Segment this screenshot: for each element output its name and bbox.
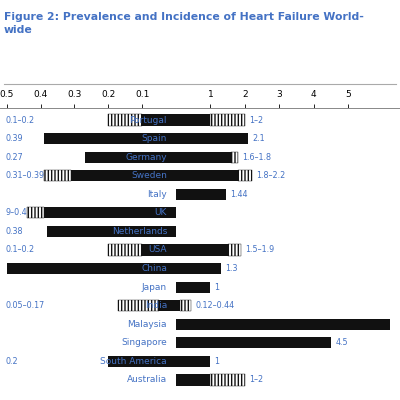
- Bar: [176, 319, 390, 330]
- Bar: [47, 226, 176, 237]
- Bar: [176, 300, 191, 311]
- Bar: [27, 207, 44, 218]
- Bar: [71, 170, 176, 181]
- Bar: [71, 170, 176, 181]
- Bar: [142, 114, 176, 126]
- Text: Australia: Australia: [127, 376, 167, 384]
- Text: USA: USA: [148, 246, 167, 254]
- Bar: [44, 170, 71, 181]
- Bar: [176, 374, 210, 386]
- Bar: [44, 207, 176, 218]
- Bar: [85, 152, 176, 163]
- Bar: [176, 170, 252, 181]
- Bar: [176, 263, 221, 274]
- Text: 1.3: 1.3: [225, 264, 238, 273]
- Bar: [118, 300, 176, 311]
- Text: 2.1: 2.1: [252, 134, 265, 143]
- Text: 1: 1: [214, 357, 220, 366]
- Text: Figure 2: Prevalence and Incidence of Heart Failure World-
wide: Figure 2: Prevalence and Incidence of He…: [4, 12, 364, 35]
- Text: 1.44: 1.44: [230, 190, 247, 199]
- Bar: [159, 300, 176, 311]
- Bar: [180, 300, 191, 311]
- Text: 0.05–0.17: 0.05–0.17: [5, 301, 44, 310]
- Bar: [176, 244, 228, 256]
- Text: Singapore: Singapore: [121, 338, 167, 347]
- Text: 0.31–0.39: 0.31–0.39: [5, 171, 44, 180]
- Text: 0.1–0.2: 0.1–0.2: [5, 246, 34, 254]
- Bar: [176, 170, 238, 181]
- Text: China: China: [141, 264, 167, 273]
- Bar: [108, 244, 176, 256]
- Bar: [176, 244, 228, 256]
- Bar: [176, 374, 210, 386]
- Text: 1.8–2.2: 1.8–2.2: [256, 171, 285, 180]
- Text: 0.12–0.44: 0.12–0.44: [195, 301, 234, 310]
- Bar: [176, 152, 238, 163]
- Bar: [176, 337, 331, 348]
- Bar: [176, 152, 231, 163]
- Text: Netherlands: Netherlands: [112, 227, 167, 236]
- Bar: [108, 356, 176, 367]
- Text: 0.2: 0.2: [5, 357, 18, 366]
- Bar: [108, 244, 142, 256]
- Bar: [142, 244, 176, 256]
- Bar: [44, 207, 176, 218]
- Bar: [118, 300, 159, 311]
- Text: Portugal: Portugal: [130, 116, 167, 124]
- Bar: [176, 300, 180, 311]
- Text: Spain: Spain: [142, 134, 167, 143]
- Bar: [7, 263, 176, 274]
- Text: 0.38: 0.38: [5, 227, 22, 236]
- Bar: [176, 300, 180, 311]
- Text: 0.1–0.2: 0.1–0.2: [5, 116, 34, 124]
- Bar: [210, 114, 245, 126]
- Bar: [176, 114, 210, 126]
- Bar: [142, 244, 176, 256]
- Text: Germany: Germany: [126, 153, 167, 162]
- Bar: [108, 114, 176, 126]
- Text: 1: 1: [214, 283, 220, 292]
- Bar: [44, 133, 176, 144]
- Bar: [108, 114, 142, 126]
- Text: 9–0.44: 9–0.44: [5, 208, 32, 217]
- Text: 1–2: 1–2: [249, 376, 263, 384]
- Text: 1.5–1.9: 1.5–1.9: [246, 246, 275, 254]
- Text: Italy: Italy: [147, 190, 167, 199]
- Bar: [142, 114, 176, 126]
- Bar: [27, 207, 176, 218]
- Bar: [210, 374, 245, 386]
- Bar: [176, 356, 210, 367]
- Text: Japan: Japan: [142, 283, 167, 292]
- Text: UK: UK: [155, 208, 167, 217]
- Bar: [176, 244, 242, 256]
- Text: 1.6–1.8: 1.6–1.8: [242, 153, 271, 162]
- Bar: [159, 300, 176, 311]
- Bar: [176, 189, 226, 200]
- Text: 0.39: 0.39: [5, 134, 23, 143]
- Text: Sweden: Sweden: [131, 171, 167, 180]
- Bar: [176, 152, 231, 163]
- Bar: [176, 114, 210, 126]
- Bar: [44, 170, 176, 181]
- Text: Malaysia: Malaysia: [128, 320, 167, 329]
- Bar: [228, 244, 242, 256]
- Bar: [176, 170, 238, 181]
- Bar: [231, 152, 238, 163]
- Bar: [238, 170, 252, 181]
- Bar: [176, 374, 245, 386]
- Text: 0.27: 0.27: [5, 153, 23, 162]
- Text: 1–2: 1–2: [249, 116, 263, 124]
- Bar: [176, 282, 210, 293]
- Bar: [176, 114, 245, 126]
- Bar: [176, 133, 248, 144]
- Text: India: India: [145, 301, 167, 310]
- Text: South America: South America: [100, 357, 167, 366]
- Text: 4.5: 4.5: [335, 338, 348, 347]
